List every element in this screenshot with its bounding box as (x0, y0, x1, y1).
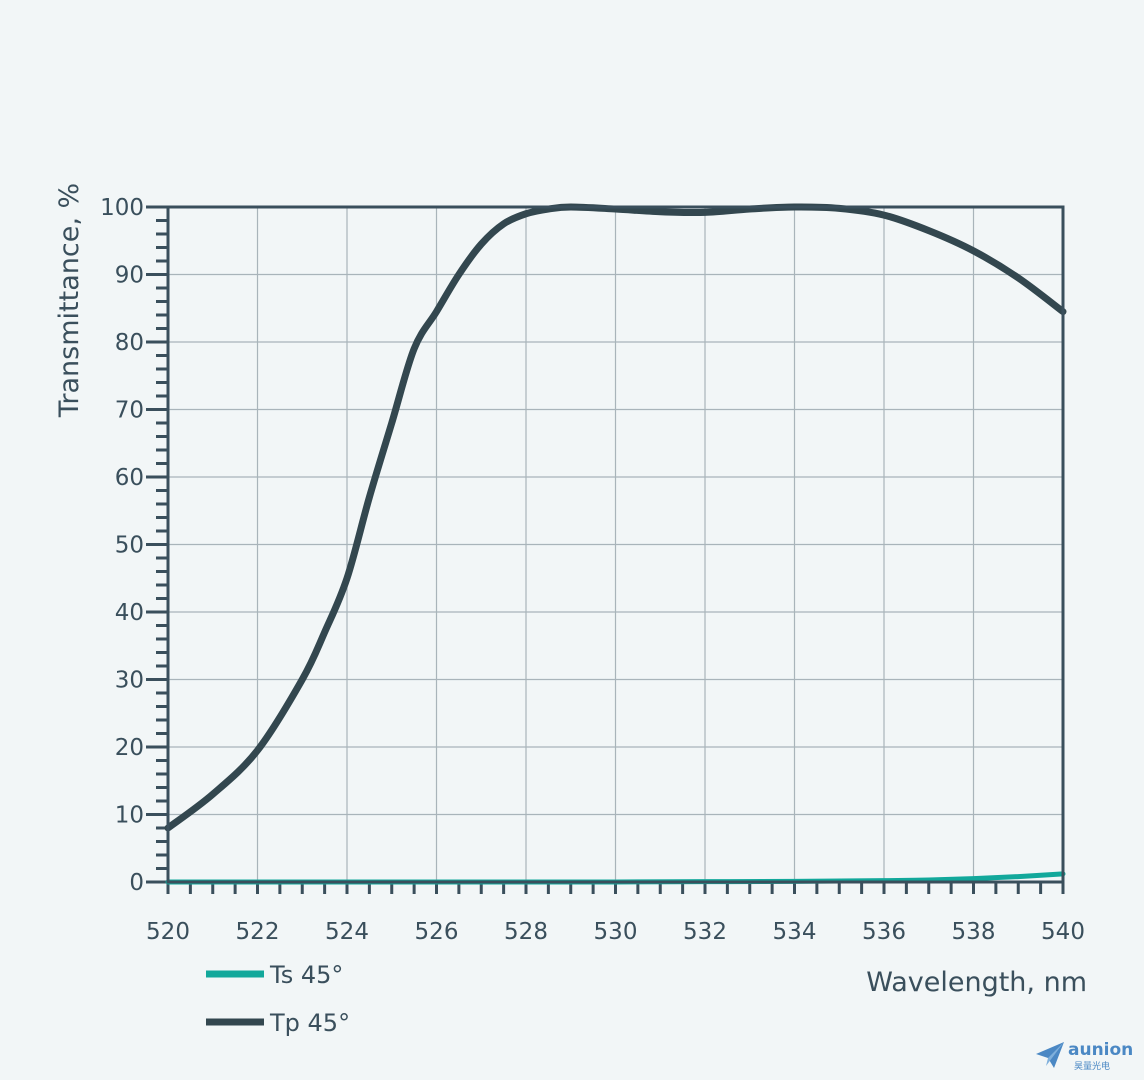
y-tick-labels: 0 10 20 30 40 50 60 70 80 90 100 (100, 195, 144, 896)
y-tick-label: 50 (115, 533, 144, 559)
y-tick-label: 40 (115, 600, 144, 626)
x-tick-label: 536 (862, 919, 906, 945)
y-tick-label: 80 (115, 330, 144, 356)
x-tick-label: 538 (952, 919, 996, 945)
x-tick-label: 522 (236, 919, 280, 945)
grid (168, 207, 1063, 882)
legend-label: Tp 45° (269, 1009, 350, 1037)
series-line-tp (164, 203, 1067, 832)
y-axis-title: Transmittance, % (54, 183, 85, 418)
x-tick-labels: 520 522 524 526 528 530 532 534 536 538 540 (146, 919, 1085, 945)
y-tick-label: 70 (115, 398, 144, 424)
legend: Ts 45° Tp 45° (206, 961, 350, 1037)
logo-text: aunion (1068, 1040, 1134, 1060)
plot-frame (166, 205, 1065, 884)
paper-plane-icon (1036, 1042, 1064, 1068)
x-tick-label: 528 (504, 919, 548, 945)
minor-ticks (146, 205, 1065, 894)
x-tick-label: 530 (594, 919, 638, 945)
x-tick-label: 532 (683, 919, 727, 945)
x-tick-label: 524 (325, 919, 369, 945)
aunion-logo: aunion 昊量光电 (1034, 1040, 1138, 1074)
y-tick-label: 20 (115, 735, 144, 761)
x-tick-label: 526 (415, 919, 459, 945)
y-tick-label: 100 (100, 195, 144, 221)
logo-subtext: 昊量光电 (1074, 1062, 1111, 1072)
x-tick-label: 540 (1041, 919, 1085, 945)
y-tick-label: 90 (115, 263, 144, 289)
y-tick-label: 10 (115, 803, 144, 829)
y-tick-label: 60 (115, 465, 144, 491)
y-tick-label: 0 (129, 870, 144, 896)
y-tick-label: 30 (115, 668, 144, 694)
legend-label: Ts 45° (269, 961, 343, 989)
x-tick-label: 520 (146, 919, 190, 945)
x-axis-title: Wavelength, nm (866, 967, 1087, 998)
x-tick-label: 534 (773, 919, 817, 945)
